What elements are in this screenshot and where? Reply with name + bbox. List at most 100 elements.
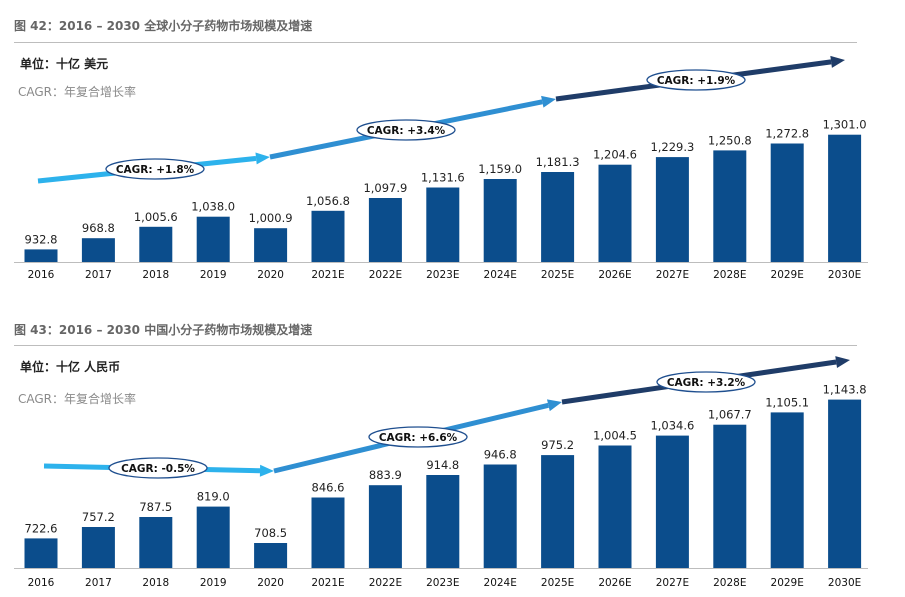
- data-label-2021E: 1,056.8: [306, 194, 350, 208]
- tick-label-2025E: 2025E: [541, 269, 574, 281]
- cagr-label: CAGR: +1.9%: [657, 75, 736, 87]
- tick-label-2020: 2020: [257, 269, 284, 281]
- tick-label-2016: 2016: [28, 269, 55, 281]
- data-label-2028E: 1,067.7: [708, 408, 752, 422]
- data-label-2019: 1,038.0: [191, 200, 235, 214]
- bar-2027E: [655, 157, 689, 262]
- data-label-2022E: 1,097.9: [363, 181, 407, 195]
- bar-2027E: [655, 435, 689, 568]
- tick-label-2029E: 2029E: [771, 577, 804, 589]
- data-label-2024E: 946.8: [484, 448, 517, 462]
- data-label-2025E: 1,181.3: [536, 155, 580, 169]
- data-label-2027E: 1,034.6: [650, 419, 694, 433]
- tick-label-2029E: 2029E: [771, 269, 804, 281]
- cagr-oval: [656, 371, 756, 393]
- tick-label-2028E: 2028E: [713, 577, 746, 589]
- tick-label-2027E: 2027E: [656, 577, 689, 589]
- data-label-2018: 787.5: [139, 500, 172, 514]
- data-label-2022E: 883.9: [369, 468, 402, 482]
- data-label-2016: 722.6: [25, 521, 58, 535]
- figure-43-rule: [14, 345, 857, 346]
- cagr-arrow-head: [259, 464, 274, 477]
- tick-label-2021E: 2021E: [311, 269, 344, 281]
- data-label-2029E: 1,105.1: [765, 395, 809, 409]
- tick-label-2027E: 2027E: [656, 269, 689, 281]
- tick-label-2024E: 2024E: [484, 269, 517, 281]
- figure-42-cagr-note: CAGR：年复合增长率: [18, 85, 137, 99]
- bar-2022E: [368, 485, 402, 568]
- tick-label-2026E: 2026E: [598, 269, 631, 281]
- data-label-2017: 968.8: [82, 221, 115, 235]
- figure-43-cagr-note: CAGR：年复合增长率: [18, 392, 137, 406]
- data-label-2030E: 1,301.0: [823, 118, 867, 132]
- bar-2019: [196, 216, 230, 262]
- bar-2029E: [770, 412, 804, 568]
- bar-2023E: [426, 475, 460, 568]
- data-label-2026E: 1,004.5: [593, 429, 637, 443]
- tick-label-2028E: 2028E: [713, 269, 746, 281]
- bar-2018: [139, 226, 173, 262]
- data-label-2030E: 1,143.8: [823, 383, 867, 397]
- tick-label-2030E: 2030E: [828, 269, 861, 281]
- tick-label-2017: 2017: [85, 269, 112, 281]
- bar-2026E: [598, 164, 632, 262]
- data-label-2025E: 975.2: [541, 438, 574, 452]
- figure-42-unit-label: 单位：十亿 美元: [20, 57, 109, 71]
- bar-2016: [24, 249, 58, 262]
- figure-42-chart: 932.8 2016 968.8 2017 1,005.6 2018 1,038.0 2019…: [14, 55, 868, 281]
- bar-2026E: [598, 445, 632, 568]
- bar-2025E: [541, 172, 575, 262]
- figure-43-title: 图 43：2016 – 2030 中国小分子药物市场规模及增速: [14, 323, 313, 337]
- cagr-label: CAGR: +3.4%: [367, 125, 446, 137]
- tick-label-2016: 2016: [28, 577, 55, 589]
- data-label-2028E: 1,250.8: [708, 133, 752, 147]
- tick-label-2030E: 2030E: [828, 577, 861, 589]
- cagr-arrow-head: [546, 399, 562, 412]
- cagr-arrow-head: [541, 95, 556, 108]
- data-label-2018: 1,005.6: [134, 210, 178, 224]
- data-label-2023E: 1,131.6: [421, 171, 465, 185]
- data-label-2017: 757.2: [82, 510, 115, 524]
- data-label-2019: 819.0: [197, 490, 230, 504]
- bar-2020: [254, 228, 288, 262]
- tick-label-2017: 2017: [85, 577, 112, 589]
- bar-2017: [81, 238, 115, 262]
- tick-label-2022E: 2022E: [369, 269, 402, 281]
- tick-label-2020: 2020: [257, 577, 284, 589]
- tick-label-2026E: 2026E: [598, 577, 631, 589]
- cagr-label: CAGR: +6.6%: [379, 432, 458, 444]
- bar-2019: [196, 506, 230, 568]
- bar-2021E: [311, 497, 345, 568]
- figure-43-unit-label: 单位：十亿 人民币: [20, 360, 121, 374]
- cagr-oval: [356, 119, 456, 141]
- tick-label-2023E: 2023E: [426, 269, 459, 281]
- cagr-oval: [646, 69, 746, 91]
- data-label-2020: 708.5: [254, 526, 287, 540]
- bar-2021E: [311, 210, 345, 262]
- cagr-arrow-head: [835, 356, 850, 368]
- figure-42-rule: [14, 42, 857, 43]
- bar-2022E: [368, 198, 402, 262]
- tick-label-2018: 2018: [142, 577, 169, 589]
- data-label-2016: 932.8: [25, 232, 58, 246]
- bar-2017: [81, 527, 115, 568]
- tick-label-2024E: 2024E: [484, 577, 517, 589]
- data-label-2020: 1,000.9: [249, 211, 293, 225]
- data-label-2023E: 914.8: [426, 458, 459, 472]
- bar-2029E: [770, 143, 804, 262]
- data-label-2029E: 1,272.8: [765, 127, 809, 141]
- tick-label-2025E: 2025E: [541, 577, 574, 589]
- bar-2018: [139, 517, 173, 568]
- tick-label-2023E: 2023E: [426, 577, 459, 589]
- bar-2030E: [828, 399, 862, 568]
- bar-2024E: [483, 179, 517, 262]
- tick-label-2018: 2018: [142, 269, 169, 281]
- bar-2023E: [426, 187, 460, 262]
- bar-2028E: [713, 424, 747, 568]
- tick-label-2021E: 2021E: [311, 577, 344, 589]
- cagr-label: CAGR: +1.8%: [116, 164, 195, 176]
- bar-2020: [254, 543, 288, 568]
- bar-2016: [24, 538, 58, 568]
- figure-43-chart: 722.6 2016 757.2 2017 787.5 2018 819.0 2019 708.…: [14, 356, 868, 589]
- bar-2030E: [828, 134, 862, 262]
